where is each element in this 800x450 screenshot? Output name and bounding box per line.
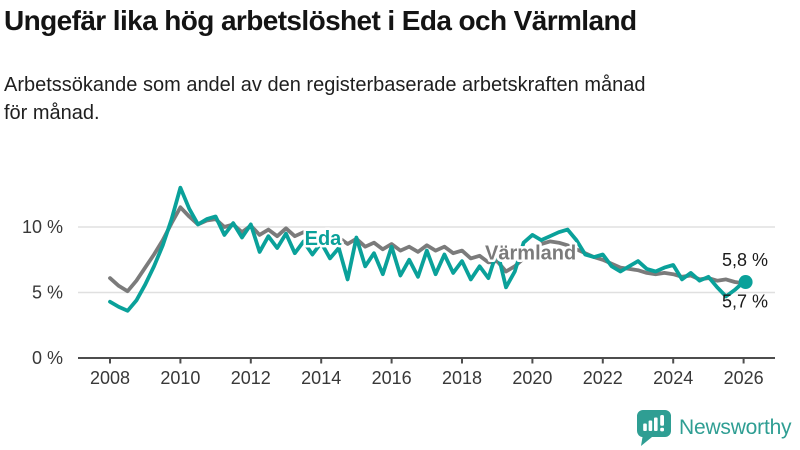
y-tick-label: 10 % (22, 217, 63, 237)
eda-end-value-label: 5,8 % (722, 250, 768, 270)
x-tick-label: 2016 (372, 368, 412, 388)
newsworthy-logo-text: Newsworthy (679, 416, 792, 439)
eda-end-dot (738, 275, 753, 290)
x-tick-label: 2026 (724, 368, 764, 388)
chart-subtitle: Arbetssökande som andel av den registerb… (4, 74, 646, 124)
x-tick-label: 2018 (442, 368, 482, 388)
x-tick-label: 2014 (301, 368, 341, 388)
värmland-end-value-label: 5,7 % (722, 291, 768, 311)
y-tick-label: 0 % (32, 348, 63, 368)
x-tick-label: 2024 (653, 368, 693, 388)
värmland-series-label: Värmland (485, 243, 576, 265)
newsworthy-logo-icon (637, 410, 671, 446)
x-tick-label: 2010 (160, 368, 200, 388)
chart-title: Ungefär lika hög arbetslöshet i Eda och … (4, 5, 637, 36)
x-tick-label: 2020 (512, 368, 552, 388)
newsworthy-brand: Newsworthy (637, 410, 792, 446)
y-tick-label: 5 % (32, 283, 63, 303)
eda-series-label: Eda (305, 228, 343, 250)
x-tick-label: 2012 (231, 368, 271, 388)
x-tick-label: 2022 (583, 368, 623, 388)
eda-line (108, 185, 746, 313)
x-tick-label: 2008 (90, 368, 130, 388)
